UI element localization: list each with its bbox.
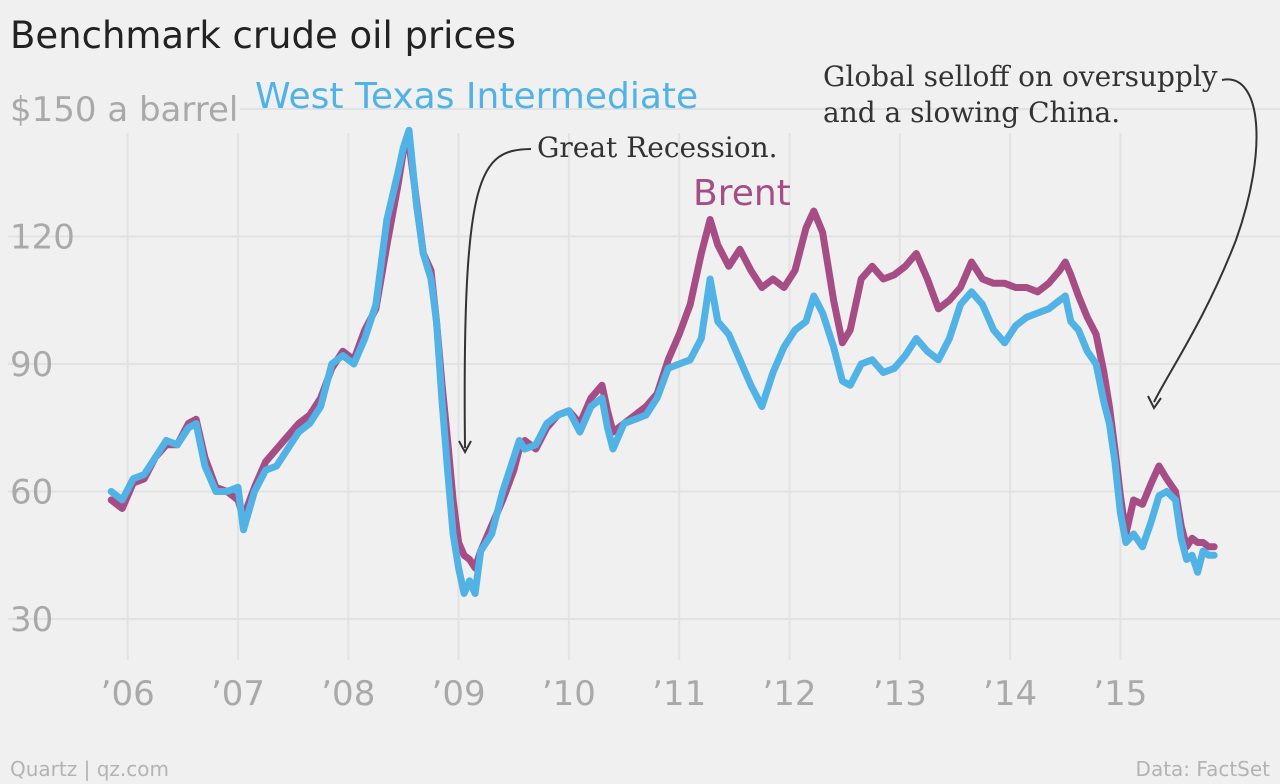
annotation-great-recession-text: Great Recession.: [537, 131, 778, 164]
y-tick-label-120: 120: [10, 218, 75, 258]
annotation-global-selloff-line2: and a slowing China.: [823, 96, 1120, 129]
series-label-wti: West Texas Intermediate: [255, 76, 698, 117]
annotation-great-recession: Great Recession.: [458, 131, 778, 455]
x-tick-label-2009: ’09: [432, 674, 486, 714]
x-tick-label-2012: ’12: [762, 674, 816, 714]
series-layer: [107, 126, 1218, 597]
x-tick-label-2010: ’10: [542, 674, 596, 714]
y-tick-label-60: 60: [10, 473, 53, 513]
annotation-great-recession-arrowhead: [458, 440, 472, 455]
grid-layer: [8, 108, 1280, 660]
y-tick-label-30: 30: [10, 600, 53, 640]
x-axis-ticks: ’06 ’07 ’08 ’09 ’10 ’11 ’12 ’13 ’14 ’15: [101, 674, 1148, 714]
series-line-wti: [107, 126, 1218, 597]
y-axis-ticks: 30 60 90 120: [10, 218, 75, 641]
y-tick-label-90: 90: [10, 345, 53, 385]
annotation-global-selloff-line1: Global selloff on oversupply: [823, 60, 1218, 93]
annotation-global-selloff: Global selloff on oversupply and a slowi…: [823, 60, 1258, 410]
x-tick-label-2006: ’06: [101, 674, 155, 714]
footer-source-right: Data: FactSet: [1136, 757, 1271, 781]
footer-source-left: Quartz | qz.com: [10, 757, 169, 781]
annotation-global-selloff-arrow: [1153, 78, 1258, 403]
y-axis-unit-label: $150 a barrel: [10, 90, 238, 130]
series-label-brent: Brent: [693, 173, 791, 214]
annotation-great-recession-arrow: [463, 148, 532, 449]
x-tick-label-2014: ’14: [983, 674, 1037, 714]
x-tick-label-2015: ’15: [1093, 674, 1147, 714]
chart-title: Benchmark crude oil prices: [10, 14, 516, 57]
annotation-global-selloff-arrowhead: [1147, 395, 1162, 410]
x-tick-label-2013: ’13: [873, 674, 927, 714]
x-tick-label-2008: ’08: [321, 674, 375, 714]
x-tick-label-2007: ’07: [211, 674, 265, 714]
x-tick-label-2011: ’11: [652, 674, 706, 714]
series-line-brent: [107, 139, 1218, 572]
